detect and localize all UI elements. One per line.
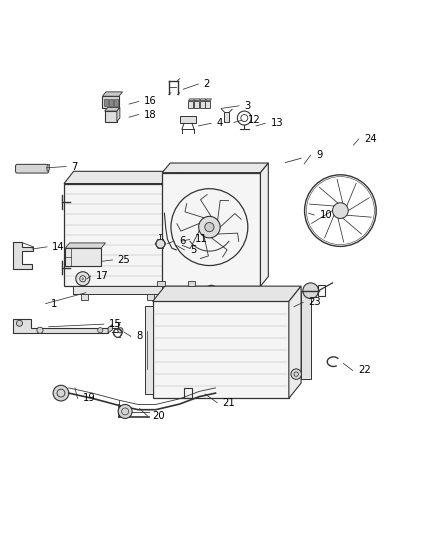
Text: 3: 3 xyxy=(244,101,251,111)
Bar xyxy=(194,101,199,108)
Text: 10: 10 xyxy=(319,210,332,220)
Polygon shape xyxy=(65,243,106,248)
Text: 2: 2 xyxy=(204,79,210,89)
Text: 22: 22 xyxy=(358,366,371,375)
Polygon shape xyxy=(13,319,108,333)
Circle shape xyxy=(118,405,132,418)
Polygon shape xyxy=(301,290,311,379)
Polygon shape xyxy=(289,286,301,398)
Text: 17: 17 xyxy=(96,271,109,281)
Polygon shape xyxy=(152,302,289,398)
Polygon shape xyxy=(47,164,49,171)
Circle shape xyxy=(206,286,217,297)
Bar xyxy=(104,99,108,106)
Polygon shape xyxy=(105,111,117,122)
Text: 15: 15 xyxy=(109,319,122,329)
Polygon shape xyxy=(102,96,119,108)
Circle shape xyxy=(332,203,348,219)
Polygon shape xyxy=(205,99,212,101)
Circle shape xyxy=(118,328,123,333)
Polygon shape xyxy=(102,92,123,96)
Text: 16: 16 xyxy=(144,96,157,107)
Bar xyxy=(184,388,192,398)
Text: 11: 11 xyxy=(195,235,208,245)
Circle shape xyxy=(199,216,220,238)
Circle shape xyxy=(291,369,301,379)
Bar xyxy=(205,101,210,108)
Text: 23: 23 xyxy=(308,297,321,308)
Text: 6: 6 xyxy=(179,236,185,246)
Polygon shape xyxy=(13,243,33,269)
Text: 25: 25 xyxy=(118,255,131,265)
Bar xyxy=(188,101,193,108)
Polygon shape xyxy=(64,183,171,286)
Bar xyxy=(187,281,195,286)
Polygon shape xyxy=(65,248,101,265)
Text: 8: 8 xyxy=(136,332,142,341)
Text: 14: 14 xyxy=(52,242,65,252)
Circle shape xyxy=(303,283,318,298)
Circle shape xyxy=(76,272,90,286)
Text: 1: 1 xyxy=(51,298,57,309)
Bar xyxy=(114,99,118,106)
Polygon shape xyxy=(194,99,200,101)
Circle shape xyxy=(81,277,84,280)
Circle shape xyxy=(16,320,22,326)
Bar xyxy=(318,286,325,296)
Bar xyxy=(145,306,152,394)
Text: 9: 9 xyxy=(316,150,322,160)
Text: 12: 12 xyxy=(247,115,260,125)
Text: 7: 7 xyxy=(71,161,78,172)
Polygon shape xyxy=(152,286,301,302)
Bar xyxy=(81,294,88,300)
Text: 5: 5 xyxy=(190,245,196,255)
Text: 13: 13 xyxy=(271,118,283,128)
Circle shape xyxy=(98,328,103,333)
Polygon shape xyxy=(200,99,206,101)
Polygon shape xyxy=(180,116,196,123)
Polygon shape xyxy=(105,108,120,111)
Bar xyxy=(147,294,153,300)
Circle shape xyxy=(37,327,43,333)
Text: 20: 20 xyxy=(152,411,165,421)
Polygon shape xyxy=(180,176,188,270)
Text: 19: 19 xyxy=(83,393,95,403)
Bar xyxy=(157,281,165,286)
FancyBboxPatch shape xyxy=(15,164,49,173)
Polygon shape xyxy=(261,163,268,286)
Bar xyxy=(73,286,162,294)
Text: 21: 21 xyxy=(223,398,235,408)
Text: 4: 4 xyxy=(216,118,223,128)
Polygon shape xyxy=(108,325,113,333)
Polygon shape xyxy=(64,171,180,183)
Polygon shape xyxy=(162,163,268,173)
Text: 18: 18 xyxy=(144,110,156,119)
Bar xyxy=(109,99,113,106)
Polygon shape xyxy=(188,99,194,101)
Polygon shape xyxy=(171,171,180,286)
Bar xyxy=(224,112,230,122)
Bar xyxy=(200,101,205,108)
Circle shape xyxy=(53,385,69,401)
Polygon shape xyxy=(162,173,261,286)
Circle shape xyxy=(205,222,214,232)
Circle shape xyxy=(156,239,165,248)
Polygon shape xyxy=(117,108,120,122)
Text: 24: 24 xyxy=(364,134,377,144)
